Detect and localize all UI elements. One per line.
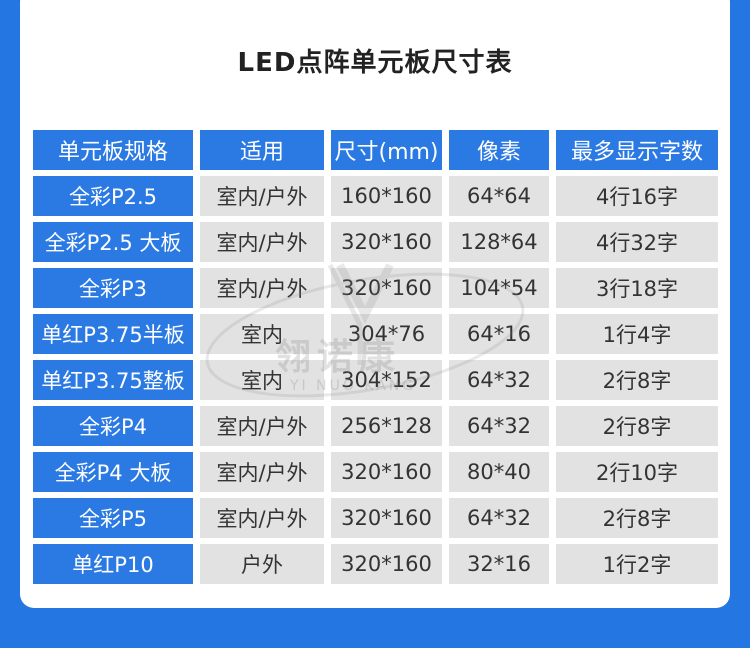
cell-spec: 单红P3.75半板 [33, 314, 193, 354]
cell-usage: 室内 [200, 360, 324, 400]
cell-max-chars: 2行8字 [556, 406, 718, 446]
cell-max-chars: 2行10字 [556, 452, 718, 492]
table-row: 全彩P2.5 室内/户外 160*160 64*64 4行16字 [33, 176, 718, 216]
cell-pixels: 64*16 [449, 314, 549, 354]
header-size: 尺寸(mm) [331, 130, 442, 170]
cell-usage: 室内/户外 [200, 498, 324, 538]
cell-pixels: 64*32 [449, 498, 549, 538]
table-row: 单红P3.75半板 室内 304*76 64*16 1行4字 [33, 314, 718, 354]
cell-usage: 室内 [200, 314, 324, 354]
table-row: 单红P10 户外 320*160 32*16 1行2字 [33, 544, 718, 584]
cell-usage: 室内/户外 [200, 406, 324, 446]
cell-size: 304*76 [331, 314, 442, 354]
cell-spec: 全彩P2.5 [33, 176, 193, 216]
cell-size: 160*160 [331, 176, 442, 216]
cell-usage: 室内/户外 [200, 222, 324, 262]
table-row: 单红P3.75整板 室内 304*152 64*32 2行8字 [33, 360, 718, 400]
table-row: 全彩P3 室内/户外 320*160 104*54 3行18字 [33, 268, 718, 308]
cell-pixels: 64*64 [449, 176, 549, 216]
cell-size: 304*152 [331, 360, 442, 400]
cell-max-chars: 4行32字 [556, 222, 718, 262]
cell-max-chars: 2行8字 [556, 498, 718, 538]
cell-pixels: 64*32 [449, 406, 549, 446]
cell-max-chars: 4行16字 [556, 176, 718, 216]
cell-size: 320*160 [331, 544, 442, 584]
table-row: 全彩P4 室内/户外 256*128 64*32 2行8字 [33, 406, 718, 446]
cell-usage: 室内/户外 [200, 176, 324, 216]
cell-spec: 全彩P3 [33, 268, 193, 308]
cell-spec: 全彩P2.5 大板 [33, 222, 193, 262]
cell-max-chars: 3行18字 [556, 268, 718, 308]
cell-spec: 单红P3.75整板 [33, 360, 193, 400]
cell-size: 256*128 [331, 406, 442, 446]
table-row: 全彩P4 大板 室内/户外 320*160 80*40 2行10字 [33, 452, 718, 492]
page-title: LED点阵单元板尺寸表 [237, 48, 513, 78]
watermark-text: 翎诺康 [275, 337, 402, 378]
cell-pixels: 128*64 [449, 222, 549, 262]
cell-max-chars: 1行2字 [556, 544, 718, 584]
cell-pixels: 32*16 [449, 544, 549, 584]
cell-usage: 户外 [200, 544, 324, 584]
header-max-chars: 最多显示字数 [556, 130, 718, 170]
table-row: 全彩P2.5 大板 室内/户外 320*160 128*64 4行32字 [33, 222, 718, 262]
cell-pixels: 80*40 [449, 452, 549, 492]
cell-spec: 全彩P4 [33, 406, 193, 446]
cell-max-chars: 2行8字 [556, 360, 718, 400]
table-row: 全彩P5 室内/户外 320*160 64*32 2行8字 [33, 498, 718, 538]
watermark-subtext: YI NUO KANG [290, 378, 417, 394]
cell-size: 320*160 [331, 268, 442, 308]
header-spec: 单元板规格 [33, 130, 193, 170]
cell-spec: 全彩P5 [33, 498, 193, 538]
header-pixels: 像素 [449, 130, 549, 170]
cell-size: 320*160 [331, 222, 442, 262]
header-usage: 适用 [200, 130, 324, 170]
cell-size: 320*160 [331, 452, 442, 492]
cell-spec: 全彩P4 大板 [33, 452, 193, 492]
cell-usage: 室内/户外 [200, 268, 324, 308]
cell-max-chars: 1行4字 [556, 314, 718, 354]
size-table: 单元板规格 适用 尺寸(mm) 像素 最多显示字数 全彩P2.5 室内/户外 1… [33, 130, 718, 590]
table-header-row: 单元板规格 适用 尺寸(mm) 像素 最多显示字数 [33, 130, 718, 170]
cell-spec: 单红P10 [33, 544, 193, 584]
cell-size: 320*160 [331, 498, 442, 538]
cell-pixels: 104*54 [449, 268, 549, 308]
cell-usage: 室内/户外 [200, 452, 324, 492]
cell-pixels: 64*32 [449, 360, 549, 400]
